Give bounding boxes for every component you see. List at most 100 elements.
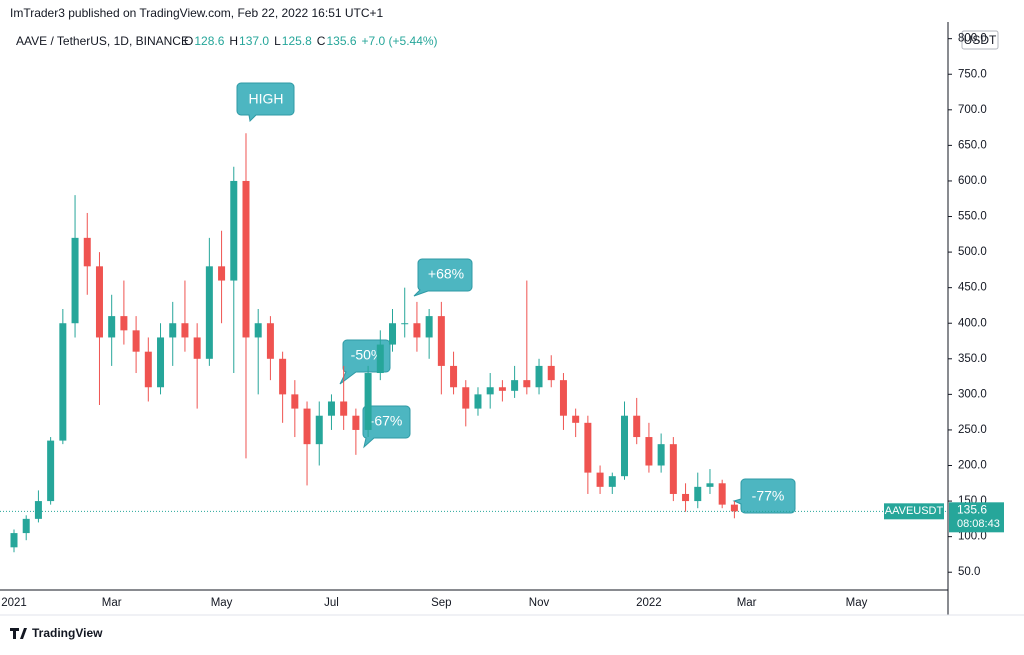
unit: USDT xyxy=(964,33,997,47)
countdown: 08:08:43 xyxy=(957,518,1000,530)
candle-body xyxy=(547,365,555,381)
x-tick-label: Mar xyxy=(737,597,757,609)
candle-body xyxy=(108,316,116,338)
x-tick-label: May xyxy=(846,597,868,609)
candle-body xyxy=(327,401,335,416)
callout-text: +68% xyxy=(428,266,464,282)
candle-body xyxy=(157,337,165,388)
ohlc-label: C xyxy=(317,34,326,48)
candle-body xyxy=(47,440,55,502)
candle-body xyxy=(266,323,274,359)
candle-body xyxy=(120,316,128,331)
candle-body xyxy=(535,365,543,388)
candle-body xyxy=(376,344,384,374)
y-tick-label: 50.0 xyxy=(958,566,980,578)
ticker-tag-bg xyxy=(884,503,944,520)
y-tick-label: 500.0 xyxy=(958,246,987,258)
callout-text: -67% xyxy=(370,413,403,429)
callout-box xyxy=(236,82,295,123)
candle-body xyxy=(218,266,226,281)
candle-body xyxy=(584,422,592,473)
candle-body xyxy=(181,323,189,338)
y-tick-label: 750.0 xyxy=(958,68,987,80)
candle-body xyxy=(254,323,262,338)
callout: -67% xyxy=(362,405,411,449)
candle-body xyxy=(340,401,348,416)
candle-body xyxy=(132,330,140,352)
callout-text: HIGH xyxy=(249,91,284,107)
candle-body xyxy=(144,351,152,388)
y-tick-label: 700.0 xyxy=(958,104,987,116)
candle-body xyxy=(413,323,421,338)
candle-body xyxy=(559,380,567,416)
candle-body xyxy=(352,415,360,430)
ticker-tag: AAVEUSDT xyxy=(885,505,944,517)
candle-body xyxy=(511,380,519,391)
footer-logo: TradingView xyxy=(10,626,103,640)
candle-body xyxy=(596,472,604,487)
x-tick-label: Sep xyxy=(431,597,451,609)
candle-body xyxy=(401,323,409,325)
callout: +68% xyxy=(413,258,473,297)
y-tick-label: 250.0 xyxy=(958,424,987,436)
candle-body xyxy=(291,394,299,409)
y-tick-label: 800.0 xyxy=(958,33,987,45)
ohlc-label: O xyxy=(184,34,193,48)
candle-body xyxy=(71,237,79,324)
candle-body xyxy=(682,493,690,502)
price-tag: 135.6 xyxy=(957,502,987,516)
ohlc-label: L xyxy=(274,34,281,48)
unit-box xyxy=(961,30,999,50)
candle-body xyxy=(425,316,433,338)
y-tick-label: 200.0 xyxy=(958,460,987,472)
footer-brand: TradingView xyxy=(32,626,103,640)
candle-body xyxy=(303,408,311,445)
candle-body xyxy=(498,387,506,391)
candle-body xyxy=(718,483,726,505)
candle-body xyxy=(462,387,470,409)
ohlc-value: 137.0 xyxy=(239,34,269,48)
x-tick-label: Nov xyxy=(529,597,550,609)
candle-body xyxy=(450,365,458,388)
header: ImTrader3 published on TradingView.com, … xyxy=(10,6,384,20)
candle-body xyxy=(437,316,445,366)
candle-body xyxy=(83,237,91,267)
candle-body xyxy=(621,415,628,477)
candle-body xyxy=(669,444,677,494)
candle-body xyxy=(205,266,213,359)
symbol: AAVE / TetherUS, 1D, BINANCE xyxy=(16,34,189,48)
candle-body xyxy=(34,501,42,519)
price-tag-bg xyxy=(949,502,1004,533)
candle-body xyxy=(572,415,580,423)
y-tick-label: 450.0 xyxy=(958,282,987,294)
y-tick-label: 350.0 xyxy=(958,353,987,365)
candle-body xyxy=(657,444,665,466)
callout-text: -50% xyxy=(351,347,384,363)
candle-body xyxy=(694,486,702,502)
ohlc-change: +7.0 (+5.44%) xyxy=(362,34,438,48)
candle-body xyxy=(315,415,323,445)
callout-box xyxy=(362,405,411,449)
y-tick-label: 650.0 xyxy=(958,139,987,151)
x-tick-label: 2021 xyxy=(1,597,27,609)
y-tick-label: 300.0 xyxy=(958,388,987,400)
candle-body xyxy=(169,323,177,338)
candle-body xyxy=(193,337,201,359)
y-tick-label: 400.0 xyxy=(958,317,987,329)
x-tick-label: Jul xyxy=(324,597,339,609)
candle-body xyxy=(608,476,616,487)
y-tick-label: 100.0 xyxy=(958,531,987,543)
candle-body xyxy=(22,518,30,534)
ohlc-value: 135.6 xyxy=(326,34,356,48)
logo-icon xyxy=(10,628,27,639)
y-tick-label: 600.0 xyxy=(958,175,987,187)
callout: -77% xyxy=(732,478,796,514)
candle-body xyxy=(279,358,287,395)
candle-body xyxy=(706,483,714,487)
callout-box xyxy=(413,258,473,297)
candle-body xyxy=(633,415,641,438)
candle-body xyxy=(242,180,250,338)
ohlc-value: 125.8 xyxy=(282,34,312,48)
